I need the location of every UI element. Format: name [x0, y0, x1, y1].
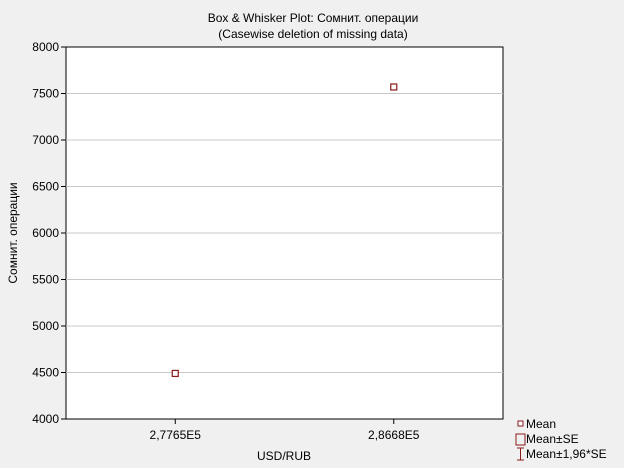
y-tick-label: 7000 [32, 133, 59, 147]
y-axis-label: Сомнит. операции [6, 182, 20, 283]
y-tick-label: 6000 [32, 226, 59, 240]
legend-ci-symbol [517, 447, 524, 461]
chart-title: Box & Whisker Plot: Сомнит. операции [208, 11, 419, 25]
mean-marker [171, 369, 179, 378]
legend-label: Mean [526, 417, 556, 431]
chart-subtitle: (Casewise deletion of missing data) [218, 27, 407, 41]
legend-mean-symbol [517, 420, 524, 427]
y-tick-label: 4500 [32, 366, 59, 380]
y-tick-label: 7500 [32, 87, 59, 101]
legend-label: Mean±1,96*SE [526, 447, 607, 461]
mean-marker [390, 83, 398, 91]
x-tick-label: 2,7765E5 [150, 428, 202, 442]
grid-lines [66, 93, 503, 373]
y-tick-label: 5500 [32, 273, 59, 287]
legend-se-symbol [515, 433, 526, 446]
y-tick-label: 4000 [32, 412, 59, 426]
mean-markers [171, 83, 398, 378]
y-tick-label: 8000 [32, 40, 59, 54]
x-tick-label: 2,8668E5 [368, 428, 420, 442]
y-tick-label: 6500 [32, 180, 59, 194]
x-axis-label: USD/RUB [257, 449, 311, 463]
y-tick-label: 5000 [32, 319, 59, 333]
legend-label: Mean±SE [526, 432, 579, 446]
y-axis: 4000 4500 5000 5500 6000 6500 7000 7500 8000 [32, 40, 66, 426]
x-axis: 2,7765E5 2,8668E5 [150, 419, 420, 442]
